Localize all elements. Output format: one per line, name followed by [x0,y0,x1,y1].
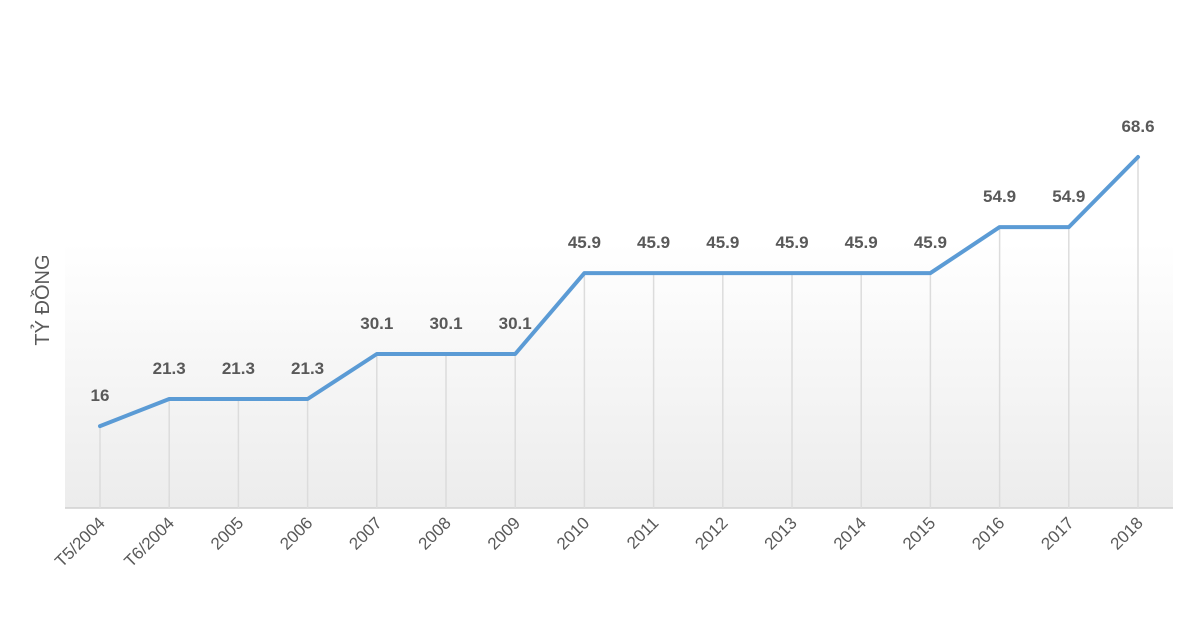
x-tick-label: 2010 [553,513,593,553]
data-label: 54.9 [983,187,1016,206]
data-label: 30.1 [499,314,532,333]
data-label: 45.9 [706,233,739,252]
data-label: 30.1 [429,314,462,333]
data-label: 21.3 [153,359,186,378]
x-tick-label: 2015 [899,513,939,553]
x-tick-label: 2018 [1107,513,1147,553]
x-tick-label: 2008 [415,513,455,553]
data-label: 45.9 [775,233,808,252]
x-tick-label: 2009 [484,513,524,553]
data-label: 45.9 [568,233,601,252]
x-tick-label: 2007 [345,513,385,553]
x-tick-label: 2011 [623,513,662,552]
y-axis-label: TỶ ĐỒNG [30,254,54,345]
data-label: 21.3 [291,359,324,378]
data-label: 21.3 [222,359,255,378]
x-tick-labels: T5/2004 T6/2004 2005 2006 2007 2008 2009 2010 20… [51,513,1147,571]
data-label: 45.9 [845,233,878,252]
data-label: 16 [91,386,110,405]
gridlines [99,157,1139,508]
data-label: 54.9 [1052,187,1085,206]
series-line [98,155,1140,429]
x-tick-label: 2006 [276,513,316,553]
x-tick-label: T6/2004 [120,513,178,571]
x-tick-label: 2005 [207,513,247,553]
data-label: 45.9 [637,233,670,252]
data-label: 30.1 [360,314,393,333]
data-label: 45.9 [914,233,947,252]
x-tick-label: 2013 [761,513,801,553]
x-tick-label: 2017 [1037,513,1077,553]
x-tick-label: 2014 [830,513,870,553]
x-tick-label: 2016 [968,513,1008,553]
data-label: 68.6 [1121,117,1154,136]
value-labels: 16 21.3 21.3 21.3 30.1 30.1 30.1 45.9 45.9 45.9 45… [91,117,1155,405]
plot-area-background [65,243,1173,508]
x-tick-label: T5/2004 [51,513,109,571]
x-tick-label: 2012 [691,513,731,553]
